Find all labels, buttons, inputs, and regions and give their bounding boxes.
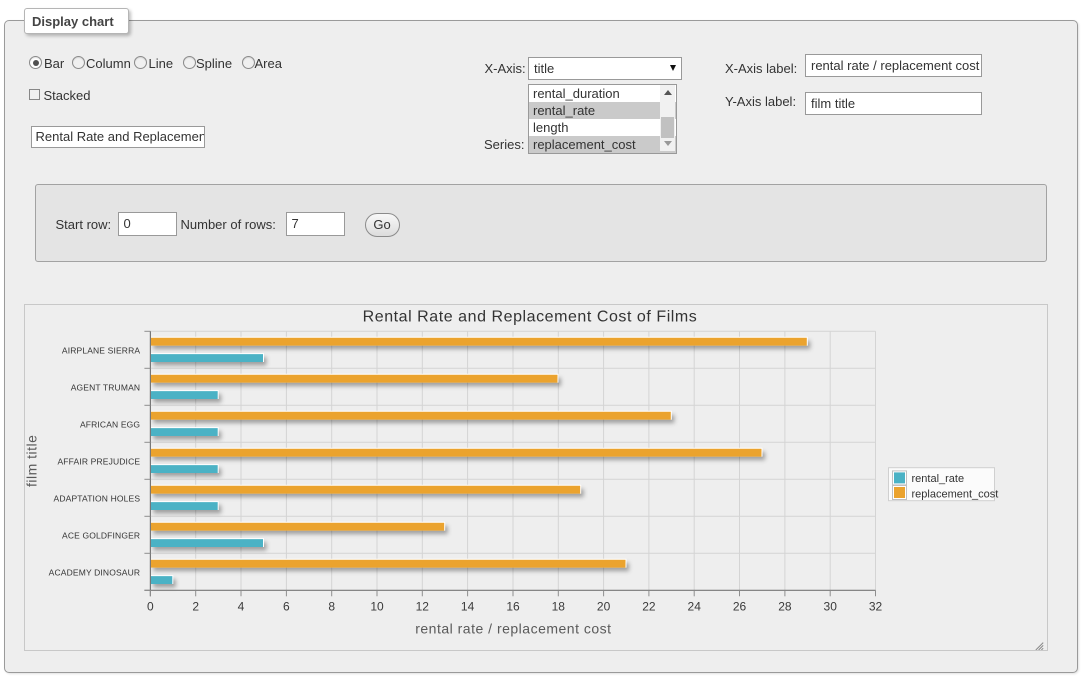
svg-text:AFFAIR PREJUDICE: AFFAIR PREJUDICE — [57, 456, 140, 466]
svg-text:8: 8 — [328, 600, 335, 614]
svg-text:AGENT TRUMAN: AGENT TRUMAN — [71, 382, 141, 392]
svg-text:16: 16 — [506, 600, 520, 614]
svg-text:AFRICAN EGG: AFRICAN EGG — [80, 419, 140, 429]
svg-text:24: 24 — [688, 600, 702, 614]
svg-text:26: 26 — [733, 600, 747, 614]
svg-text:30: 30 — [824, 600, 838, 614]
svg-text:rental rate / replacement cost: rental rate / replacement cost — [415, 621, 611, 637]
svg-text:film title: film title — [25, 435, 40, 487]
svg-text:0: 0 — [147, 600, 154, 614]
svg-text:22: 22 — [642, 600, 656, 614]
svg-text:2: 2 — [192, 600, 199, 614]
svg-text:replacement_cost: replacement_cost — [912, 488, 999, 500]
svg-text:Rental Rate and Replacement Co: Rental Rate and Replacement Cost of Film… — [363, 309, 698, 326]
svg-text:rental_rate: rental_rate — [912, 473, 965, 485]
svg-text:28: 28 — [778, 600, 792, 614]
svg-text:18: 18 — [552, 600, 566, 614]
svg-text:20: 20 — [597, 600, 611, 614]
svg-text:6: 6 — [283, 600, 290, 614]
svg-text:ACE GOLDFINGER: ACE GOLDFINGER — [62, 530, 140, 540]
svg-text:ACADEMY DINOSAUR: ACADEMY DINOSAUR — [49, 567, 141, 577]
svg-text:12: 12 — [416, 600, 430, 614]
svg-text:AIRPLANE SIERRA: AIRPLANE SIERRA — [62, 345, 140, 355]
svg-text:14: 14 — [461, 600, 475, 614]
svg-text:4: 4 — [238, 600, 245, 614]
svg-text:32: 32 — [869, 600, 883, 614]
svg-text:ADAPTATION HOLES: ADAPTATION HOLES — [54, 493, 141, 503]
svg-text:10: 10 — [370, 600, 384, 614]
